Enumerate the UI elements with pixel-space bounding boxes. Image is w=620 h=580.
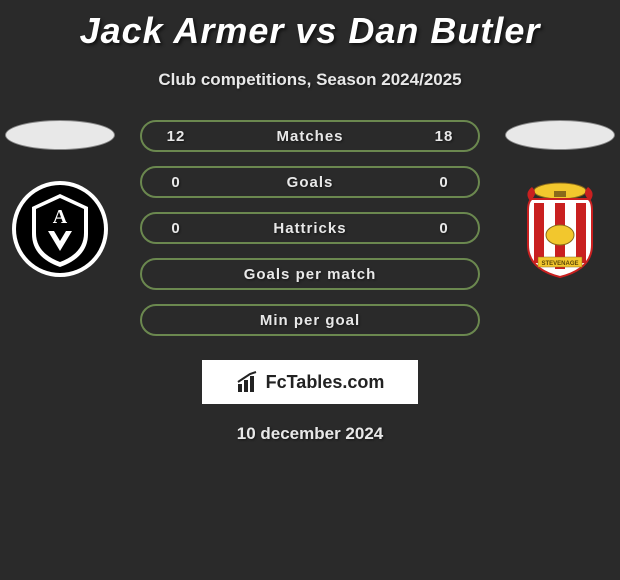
comparison-date: 10 december 2024: [0, 424, 620, 444]
left-team-crest: A: [10, 184, 110, 274]
stat-label: Goals: [196, 174, 424, 191]
stat-row: 12Matches18: [140, 120, 480, 152]
left-team-column: A: [0, 120, 120, 274]
comparison-body: A STEVENAGE 12Matches180Goals00Hattrick: [0, 120, 620, 444]
svg-text:STEVENAGE: STEVENAGE: [541, 261, 578, 267]
stat-right-value: 18: [424, 128, 464, 145]
comparison-subtitle: Club competitions, Season 2024/2025: [0, 70, 620, 90]
stat-rows: 12Matches180Goals00Hattricks0Goals per m…: [140, 120, 480, 336]
stat-row: Goals per match: [140, 258, 480, 290]
comparison-title: Jack Armer vs Dan Butler: [0, 0, 620, 52]
stat-label: Min per goal: [196, 312, 424, 329]
stat-right-value: 0: [424, 174, 464, 191]
stat-left-value: 0: [156, 220, 196, 237]
stat-label: Hattricks: [196, 220, 424, 237]
stat-right-value: 0: [424, 220, 464, 237]
right-team-crest: STEVENAGE: [510, 184, 610, 274]
stat-left-value: 12: [156, 128, 196, 145]
stat-row: Min per goal: [140, 304, 480, 336]
striped-crest-icon: STEVENAGE: [510, 179, 610, 279]
right-ellipse: [505, 120, 615, 150]
left-ellipse: [5, 120, 115, 150]
stat-row: 0Goals0: [140, 166, 480, 198]
stat-row: 0Hattricks0: [140, 212, 480, 244]
bar-chart-icon: [236, 370, 260, 394]
site-logo-text: FcTables.com: [266, 372, 385, 393]
right-team-column: STEVENAGE: [500, 120, 620, 274]
stat-label: Matches: [196, 128, 424, 145]
svg-text:A: A: [53, 206, 68, 228]
shield-icon: A: [10, 179, 110, 279]
stat-left-value: 0: [156, 174, 196, 191]
stat-label: Goals per match: [196, 266, 424, 283]
site-logo[interactable]: FcTables.com: [202, 360, 418, 404]
